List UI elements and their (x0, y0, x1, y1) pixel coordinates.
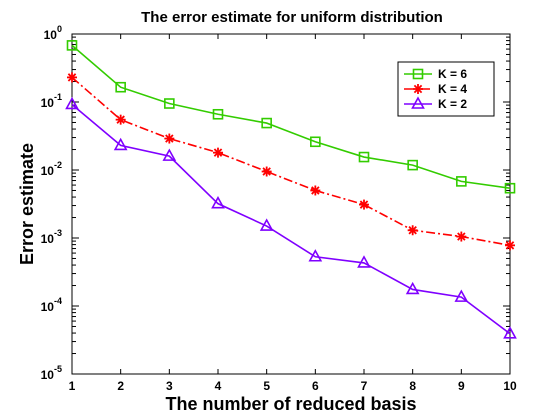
legend-label: K = 4 (438, 82, 467, 96)
data-point-k-2 (454, 289, 469, 302)
data-point-k-4 (505, 240, 515, 251)
series-line-k-2 (71, 103, 511, 335)
x-tick-label: 7 (361, 379, 368, 393)
data-point-k-4 (67, 72, 77, 83)
x-tick-label: 3 (166, 379, 173, 393)
data-point-k-2 (357, 255, 371, 268)
data-point-k-6 (66, 40, 78, 51)
data-point-k-4 (456, 231, 467, 242)
y-tick-base: 10 (41, 164, 55, 178)
y-tick-exponent: -3 (54, 228, 62, 238)
data-point-k-6 (310, 136, 321, 148)
y-tick-base: 10 (41, 232, 55, 246)
data-point-k-2 (211, 195, 225, 209)
x-tick-label: 4 (215, 379, 222, 393)
legend-label: K = 6 (438, 67, 467, 81)
y-axis-label: Error estimate (17, 143, 37, 265)
data-point-k-2 (259, 218, 274, 231)
y-tick-base: 10 (41, 300, 55, 314)
y-tick-label: 10-3 (41, 228, 62, 246)
legend-item-k-2: K = 2 (404, 96, 467, 111)
data-point-k-4 (115, 114, 126, 125)
series-line-k-6 (71, 44, 511, 189)
y-tick-label: 10-1 (41, 92, 62, 110)
x-tick-label: 6 (312, 379, 319, 393)
data-point-k-6 (212, 108, 224, 120)
y-tick-exponent: 0 (57, 24, 62, 34)
y-tick-label: 10-5 (41, 364, 62, 382)
y-tick-base: 10 (41, 368, 55, 382)
y-tick-exponent: -4 (54, 296, 62, 306)
data-point-k-2 (503, 326, 517, 339)
data-point-k-6 (456, 176, 467, 187)
data-point-k-4 (407, 225, 418, 236)
x-tick-label: 1 (69, 379, 76, 393)
y-tick-exponent: -5 (54, 364, 62, 374)
data-point-k-2 (65, 96, 79, 110)
data-point-k-6 (407, 159, 418, 171)
y-tick-label: 10-2 (41, 160, 62, 178)
legend: K = 6K = 4K = 2 (397, 61, 495, 117)
y-tick-base: 10 (44, 28, 58, 42)
legend-item-k-4: K = 4 (404, 82, 467, 96)
y-tick-exponent: -2 (54, 160, 62, 170)
data-point-k-6 (504, 182, 516, 194)
x-tick-label: 8 (409, 379, 416, 393)
data-point-k-2 (405, 281, 420, 295)
data-point-k-4 (261, 166, 272, 177)
legend-marker (411, 96, 425, 109)
data-point-k-6 (164, 98, 175, 109)
data-point-k-2 (162, 148, 177, 161)
legend-marker (412, 68, 424, 80)
y-tick-label: 10-4 (41, 296, 62, 314)
data-point-k-4 (164, 133, 175, 144)
legend-label: K = 2 (438, 97, 467, 111)
data-point-k-6 (115, 81, 126, 93)
y-tick-exponent: -1 (54, 92, 62, 102)
x-axis-label: The number of reduced basis (165, 394, 416, 414)
series-line-k-4 (71, 76, 511, 247)
x-tick-label: 9 (458, 379, 465, 393)
data-point-k-6 (261, 117, 272, 129)
x-tick-label: 10 (503, 379, 517, 393)
data-point-k-6 (358, 151, 370, 163)
chart-title: The error estimate for uniform distribut… (141, 9, 443, 26)
data-point-k-4 (310, 185, 321, 196)
data-point-k-4 (213, 147, 223, 158)
legend-marker (413, 84, 423, 94)
data-point-k-4 (359, 199, 369, 210)
x-tick-label: 2 (117, 379, 124, 393)
data-point-k-2 (113, 137, 128, 151)
y-tick-base: 10 (41, 96, 55, 110)
data-point-k-2 (308, 249, 323, 262)
y-tick-label: 100 (44, 24, 62, 42)
series-layer (65, 40, 517, 339)
legend-item-k-6: K = 6 (404, 67, 467, 81)
x-tick-label: 5 (263, 379, 270, 393)
